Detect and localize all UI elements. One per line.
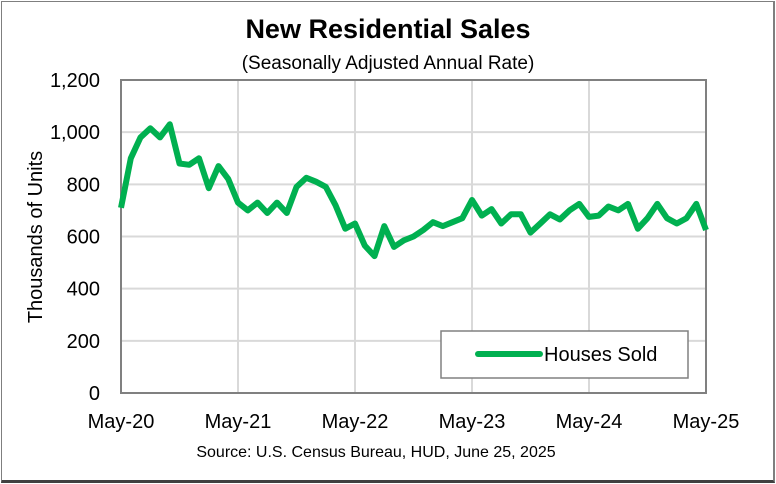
x-tick-label: May-24 bbox=[556, 411, 623, 433]
legend: Houses Sold bbox=[440, 330, 689, 379]
series-group bbox=[118, 121, 709, 260]
y-tick-label: 1,200 bbox=[50, 70, 100, 92]
y-tick-label: 1,000 bbox=[50, 122, 100, 144]
x-axis-ticks: May-20 May-21 May-22 May-23 May-24 May-25 bbox=[88, 411, 740, 433]
y-tick-label: 0 bbox=[89, 383, 100, 405]
y-tick-label: 800 bbox=[67, 174, 100, 196]
legend-label-houses-sold: Houses Sold bbox=[544, 344, 657, 366]
x-tick-label: May-25 bbox=[673, 411, 740, 433]
source-note: Source: U.S. Census Bureau, HUD, June 25… bbox=[196, 444, 555, 461]
chart-subtitle: (Seasonally Adjusted Annual Rate) bbox=[242, 53, 535, 74]
x-tick-label: May-23 bbox=[439, 411, 506, 433]
x-tick-label: May-22 bbox=[322, 411, 389, 433]
x-tick-label: May-20 bbox=[88, 411, 155, 433]
y-tick-label: 200 bbox=[67, 331, 100, 353]
x-tick-label: May-21 bbox=[205, 411, 272, 433]
y-axis-label: Thousands of Units bbox=[25, 151, 47, 323]
series-line-houses-sold bbox=[118, 121, 709, 260]
y-tick-label: 600 bbox=[67, 227, 100, 249]
y-tick-label: 400 bbox=[67, 279, 100, 301]
y-axis-ticks: 0 200 400 600 800 1,000 1,200 bbox=[50, 70, 100, 405]
chart-title: New Residential Sales bbox=[245, 14, 530, 44]
plot-area bbox=[120, 79, 707, 394]
